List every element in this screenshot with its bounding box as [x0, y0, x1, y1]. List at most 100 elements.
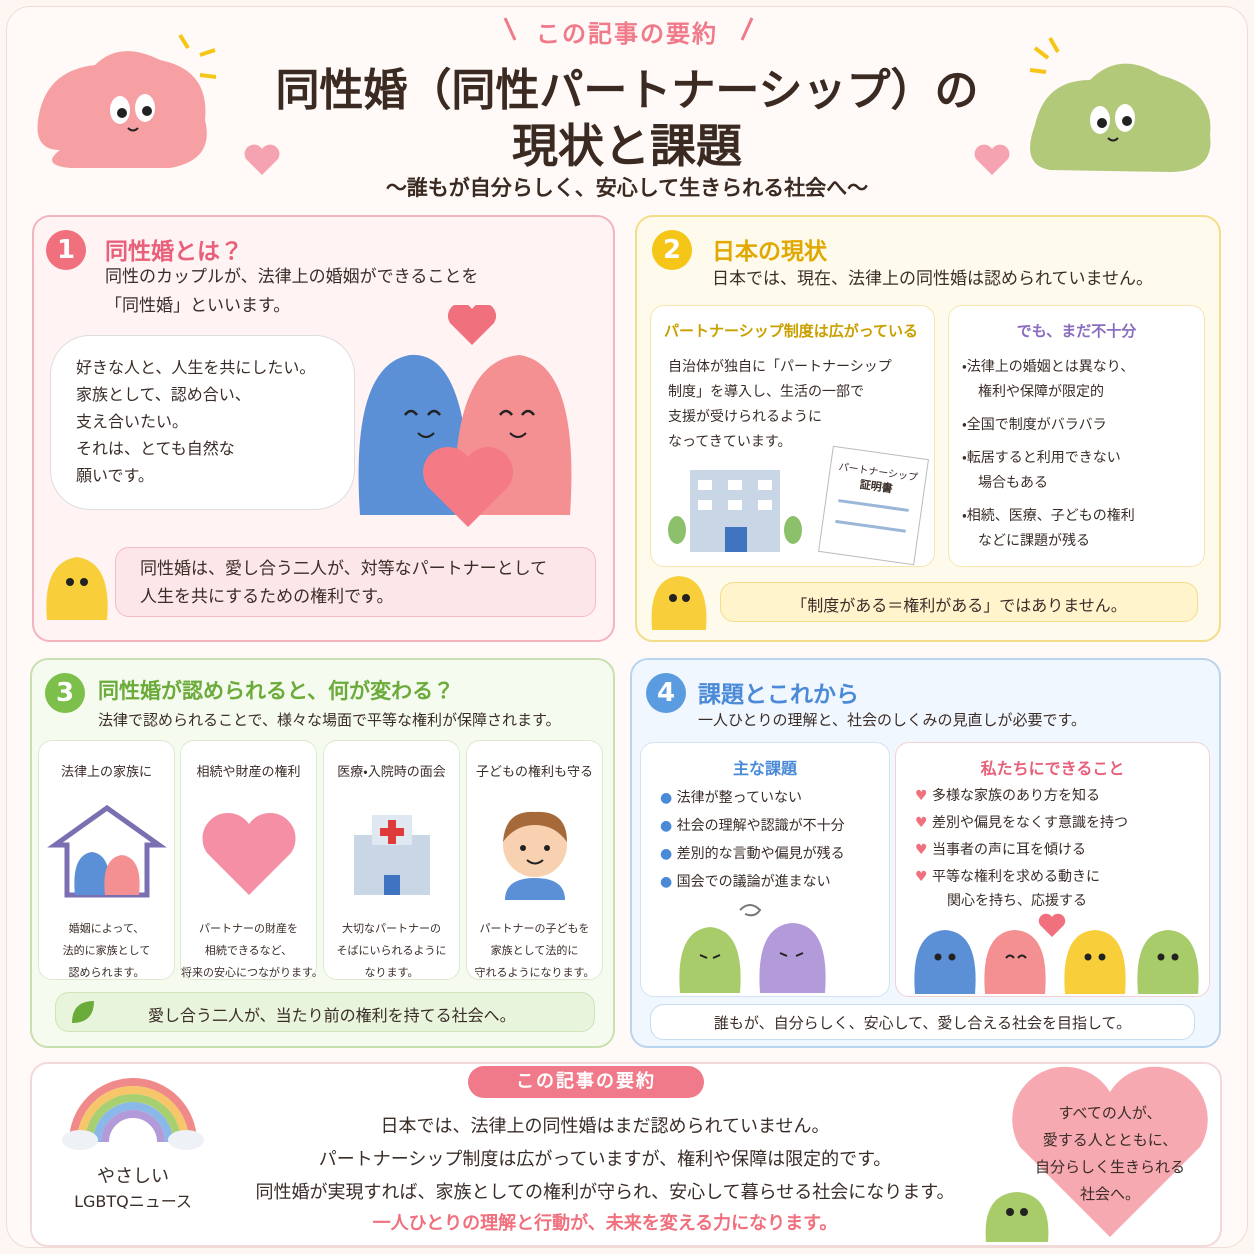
note-text: 誰もが、自分らしく、安心して、愛し合える社会を目指して。: [713, 1014, 1132, 1032]
bullet: ♥: [915, 869, 933, 885]
speech-line: 好きな人と、人生を共にしたい。: [76, 358, 316, 377]
item: 多様な家族のあり方を知る: [932, 788, 1101, 804]
bullet: ♥: [915, 842, 933, 858]
header-badge: この記事の要約: [536, 20, 718, 48]
list-line: ♥ 多様な家族のあり方を知る: [915, 783, 1128, 810]
card-body: パートナーの財産を 相続できるなど、 将来の安心につながります。: [181, 918, 323, 984]
decoration: [1006, 1208, 1014, 1216]
section-heading: 同性婚が認められると、何が変わる？: [98, 679, 455, 703]
list-line: ♥ 当事者の声に耳を傾ける: [915, 837, 1128, 864]
section-lead: 法律で認められることで、様々な場面で平等な権利が保障されます。: [98, 711, 561, 729]
card-body: 婚姻によって、 法的に家族として 認められます。: [39, 918, 174, 984]
heart-text: すべての人が、 愛する人とともに、 自分らしく生きられる 社会へ。: [1005, 1100, 1215, 1208]
decoration: [73, 852, 110, 895]
decoration: [651, 576, 707, 630]
note-text: 同性婚は、愛し合う二人が、対等なパートナーとして 人生を共にするための権利です。: [140, 555, 547, 611]
decoration: [543, 845, 550, 851]
decoration: [448, 305, 496, 345]
yellow-character: [46, 557, 108, 620]
summary-line: 同性婚が実現すれば、家族としての権利が守られ、安心して暮らせる社会になります。: [255, 1182, 955, 1203]
section-lead: 日本では、現在、法律上の同性婚は認められていません。: [712, 269, 1153, 289]
list-line: ♥ 平等な権利を求める動きに: [915, 864, 1128, 891]
list-line: ● 社会の理解や認識が不十分: [660, 812, 845, 840]
certificate-line: [837, 499, 909, 520]
decoration: [1107, 137, 1119, 142]
item: 全国で制度がバラバラ: [966, 417, 1107, 433]
decoration: [1048, 37, 1060, 53]
decoration: [699, 952, 804, 959]
decoration: [934, 953, 1179, 961]
decoration: [668, 516, 686, 544]
summary-line: 日本では、法律上の同性婚はまだ認められていません。: [380, 1116, 830, 1137]
decoration: [504, 878, 565, 900]
lead-line: 同性のカップルが、法律上の婚姻ができることを: [105, 267, 479, 287]
lead-line: 「同性婚」といいます。: [105, 296, 291, 316]
decoration: [72, 1001, 94, 1023]
decoration: [739, 904, 762, 917]
list-line: ♥ 差別や偏見をなくす意識を持つ: [915, 810, 1128, 837]
item: 転居すると利用できない: [966, 450, 1121, 466]
heart-line: 自分らしく生きられる: [1034, 1158, 1185, 1176]
leaf-icon: [72, 1001, 94, 1023]
list-line: ・転居すると利用できない: [962, 450, 1121, 466]
card-line: 守れるようになります。: [474, 966, 595, 979]
decoration: [66, 578, 74, 586]
info-box: [948, 305, 1205, 567]
decoration: [1029, 68, 1047, 74]
decoration: [1098, 953, 1106, 961]
decoration: [1033, 46, 1050, 60]
card-line: なります。: [364, 966, 419, 979]
decoration: [985, 1192, 1049, 1242]
decoration: [103, 855, 140, 895]
card-icon: [201, 812, 296, 895]
box-body: 自治体が独自に「パートナーシップ 制度」を導入し、生活の一部で 支援が受けられるよう…: [668, 355, 892, 455]
note-box: [55, 992, 595, 1032]
rainbow-icon: [62, 1078, 204, 1150]
decoration: [679, 927, 741, 993]
logo-text: やさしい: [97, 1166, 169, 1187]
card-line: 法的に家族として: [62, 944, 151, 957]
card-body: 大切なパートナーの そばにいられるように なります。: [324, 918, 459, 984]
decoration: [379, 820, 404, 844]
decoration: [1122, 116, 1132, 126]
item: 当事者の声に耳を傾ける: [932, 842, 1087, 858]
card-line: 婚姻によって、: [68, 922, 145, 935]
card-icon: [353, 815, 430, 895]
decoration: [740, 17, 754, 41]
decoration: [1157, 953, 1165, 961]
card-line: 大切なパートナーの: [342, 922, 441, 935]
note-text: 愛し合う二人が、当たり前の権利を持てる社会へ。: [148, 1006, 516, 1025]
action-list: ♥ 多様な家族のあり方を知る ♥ 差別や偏見をなくす意識を持つ ♥ 当事者の声に…: [915, 783, 1128, 911]
decoration: [423, 447, 513, 527]
item: 差別や偏見をなくす意識を持つ: [932, 815, 1129, 831]
couple-illustration: [358, 305, 572, 527]
note-line: 人生を共にするための権利です。: [140, 587, 394, 607]
item: 法律が整っていない: [676, 790, 802, 806]
box-title: 主な課題: [732, 759, 797, 778]
card-line: 家族として法的に: [490, 944, 579, 957]
card-line: 将来の安心につながります。: [181, 966, 323, 979]
summary-line: パートナーシップ制度は広がっていますが、権利や保障は限定的です。: [318, 1149, 892, 1170]
decoration: [503, 17, 517, 41]
summary-line: 一人ひとりの理解と行動が、未来を変える力になります。: [372, 1213, 838, 1234]
speech-line: 支え合いたい。: [76, 412, 189, 431]
decoration: [759, 923, 826, 993]
decoration: [914, 930, 976, 994]
card-title: 法律上の家族に: [60, 765, 152, 780]
decoration: [784, 516, 802, 544]
decoration: [1038, 913, 1066, 937]
speech-line: 願いです。: [76, 466, 154, 485]
summary-badge: この記事の要約: [468, 1066, 704, 1098]
section-lead: 同性のカップルが、法律上の婚姻ができることを 「同性婚」といいます。: [105, 263, 478, 321]
decoration: [1137, 930, 1199, 994]
bullet: ♥: [915, 788, 933, 804]
heart-line: 愛する人とともに、: [1042, 1131, 1178, 1149]
benefit-card: 法律上の家族に 婚姻によって、 法的に家族として 認められます。: [38, 740, 175, 980]
note-line: 同性婚は、愛し合う二人が、対等なパートナーとして: [140, 559, 548, 579]
speech-line: 家族として、認め合い、: [76, 385, 251, 404]
card-line: 認められます。: [68, 966, 145, 979]
decoration: [62, 1130, 98, 1150]
decoration: [698, 480, 712, 490]
decoration: [93, 1102, 173, 1143]
